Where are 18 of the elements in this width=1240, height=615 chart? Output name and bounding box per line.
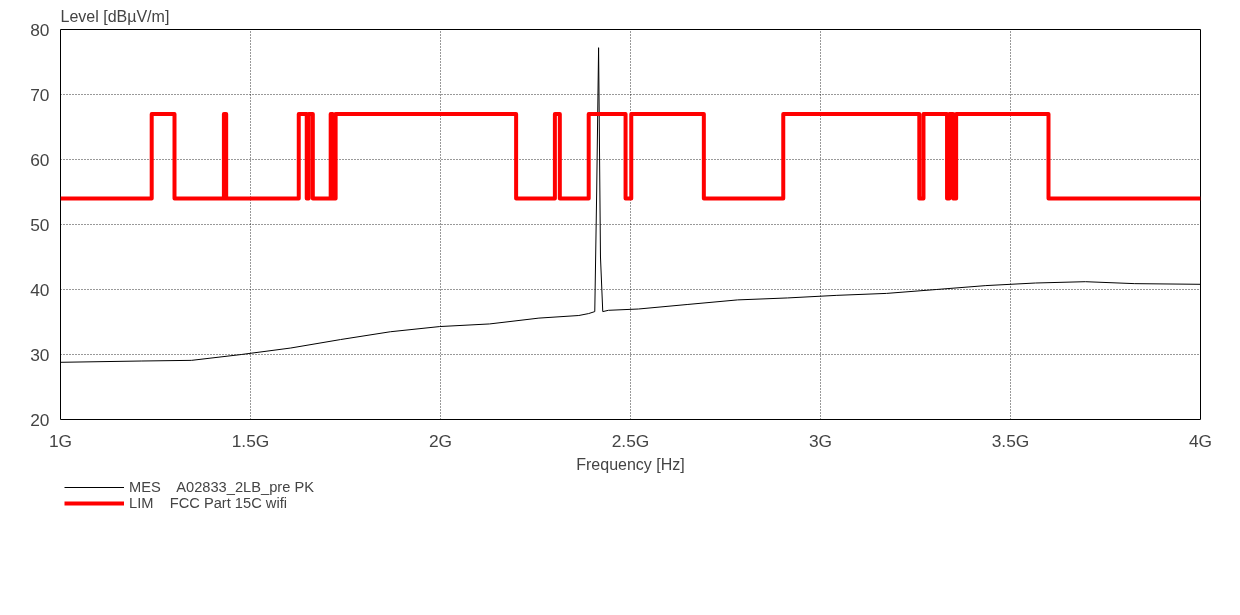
x-tick-label: 3G	[808, 430, 833, 451]
y-tick-label: 30	[30, 344, 50, 365]
y-tick-label: 80	[30, 19, 50, 40]
x-tick-label: 2G	[428, 430, 453, 451]
x-axis-title: Frequency [Hz]	[576, 455, 685, 473]
y-tick-label: 20	[30, 409, 50, 430]
y-tick-label: 50	[30, 214, 50, 235]
x-tick-label: 4G	[1188, 430, 1213, 451]
y-tick-label: 60	[30, 149, 50, 170]
y-tick-label: 70	[30, 84, 50, 105]
x-tick-label: 3.5G	[991, 430, 1030, 451]
x-tick-label: 1G	[48, 430, 73, 451]
legend-label: MES A02833_2LB_pre PK	[129, 479, 314, 495]
y-axis-title: Level [dBµV/m]	[60, 7, 170, 25]
x-tick-label: 2.5G	[611, 430, 650, 451]
y-tick-label: 40	[30, 279, 50, 300]
x-tick-label: 1.5G	[231, 430, 270, 451]
legend-label: LIM FCC Part 15C wifi	[129, 495, 287, 511]
